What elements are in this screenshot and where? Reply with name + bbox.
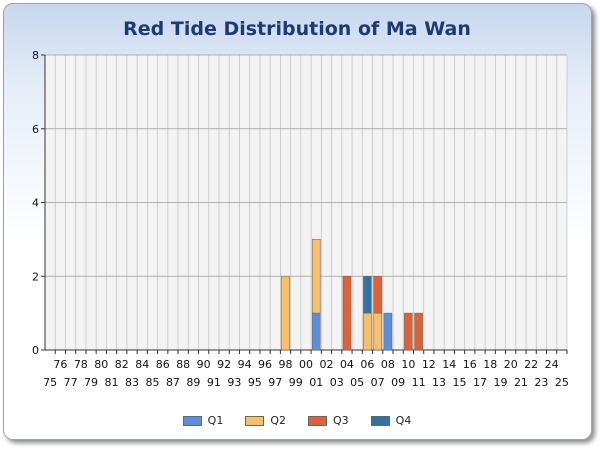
legend-label: Q2 (270, 414, 286, 427)
bar-segment-q4 (363, 275, 372, 314)
x-tick-label: 18 (483, 358, 497, 371)
x-tick-label: 86 (156, 358, 170, 371)
x-tick-label: 78 (74, 358, 88, 371)
bar-segment-q2 (311, 239, 321, 314)
bar-segment-q1 (383, 312, 393, 351)
x-tick-label: 07 (371, 376, 385, 389)
bar-segment-q3 (404, 312, 413, 351)
x-tick-label: 20 (504, 358, 518, 371)
x-tick-label: 98 (279, 358, 293, 371)
x-tick-label: 89 (186, 376, 200, 389)
x-tick-label: 77 (64, 376, 78, 389)
bar-segment-q2 (363, 312, 372, 351)
legend-label: Q4 (395, 414, 412, 427)
x-tick-label: 88 (176, 358, 190, 371)
chart-legend: Q1 Q2 Q3 Q4 (0, 414, 594, 427)
x-tick-label: 06 (360, 358, 374, 371)
x-tick-label: 03 (330, 376, 344, 389)
legend-swatch (245, 415, 265, 426)
y-tick-label: 8 (32, 49, 39, 62)
x-tick-label: 14 (442, 358, 456, 371)
x-tick-label: 08 (381, 358, 395, 371)
x-tick-label: 09 (391, 376, 405, 389)
x-tick-label: 90 (197, 358, 211, 371)
legend-label: Q3 (333, 414, 349, 427)
legend-item-q4: Q4 (370, 414, 412, 427)
x-tick-label: 17 (473, 376, 487, 389)
x-tick-label: 11 (412, 376, 426, 389)
x-tick-label: 21 (514, 376, 528, 389)
x-tick-label: 13 (432, 376, 446, 389)
x-tick-label: 25 (555, 376, 569, 389)
x-tick-label: 05 (350, 376, 364, 389)
x-tick-label: 76 (53, 358, 67, 371)
x-tick-label: 83 (125, 376, 139, 389)
x-tick-label: 80 (94, 358, 108, 371)
y-tick-label: 2 (32, 270, 39, 283)
x-tick-label: 22 (524, 358, 538, 371)
x-tick-label: 12 (422, 358, 436, 371)
x-tick-label: 16 (463, 358, 477, 371)
x-tick-label: 00 (299, 358, 313, 371)
x-tick-label: 01 (309, 376, 323, 389)
legend-item-q2: Q2 (245, 414, 286, 427)
x-tick-label: 85 (145, 376, 159, 389)
y-tick-label: 0 (32, 344, 39, 357)
chart-title: Red Tide Distribution of Ma Wan (123, 18, 471, 40)
legend-swatch (308, 415, 327, 426)
x-tick-label: 95 (248, 376, 262, 389)
legend-swatch (182, 415, 202, 426)
x-tick-label: 75 (43, 376, 57, 389)
x-tick-label: 19 (493, 376, 507, 389)
bar-segment-q3 (373, 275, 382, 314)
x-tick-label: 97 (268, 376, 282, 389)
legend-label: Q1 (207, 414, 224, 427)
y-tick-label: 4 (32, 197, 39, 210)
bar-segment-q1 (311, 312, 321, 351)
bar-segment-q2 (281, 275, 290, 351)
x-tick-label: 81 (105, 376, 119, 389)
bar-segment-q3 (342, 275, 352, 351)
x-tick-label: 84 (135, 358, 149, 371)
bar-segment-q2 (373, 312, 382, 351)
x-tick-label: 02 (319, 358, 333, 371)
bar-segment-q3 (414, 312, 423, 351)
x-tick-label: 79 (84, 376, 98, 389)
x-tick-label: 87 (166, 376, 180, 389)
x-tick-label: 96 (258, 358, 272, 371)
legend-item-q1: Q1 (182, 414, 224, 427)
x-tick-label: 23 (534, 376, 548, 389)
legend-item-q3: Q3 (308, 414, 349, 427)
x-tick-label: 15 (453, 376, 467, 389)
x-tick-label: 04 (340, 358, 354, 371)
x-tick-label: 99 (289, 376, 303, 389)
x-tick-label: 82 (115, 358, 129, 371)
x-tick-label: 94 (238, 358, 252, 371)
x-tick-label: 93 (227, 376, 241, 389)
x-tick-label: 91 (207, 376, 221, 389)
legend-swatch (370, 415, 390, 426)
x-tick-label: 10 (401, 358, 415, 371)
x-tick-label: 92 (217, 358, 231, 371)
x-tick-label: 24 (545, 358, 559, 371)
y-tick-label: 6 (32, 123, 39, 136)
